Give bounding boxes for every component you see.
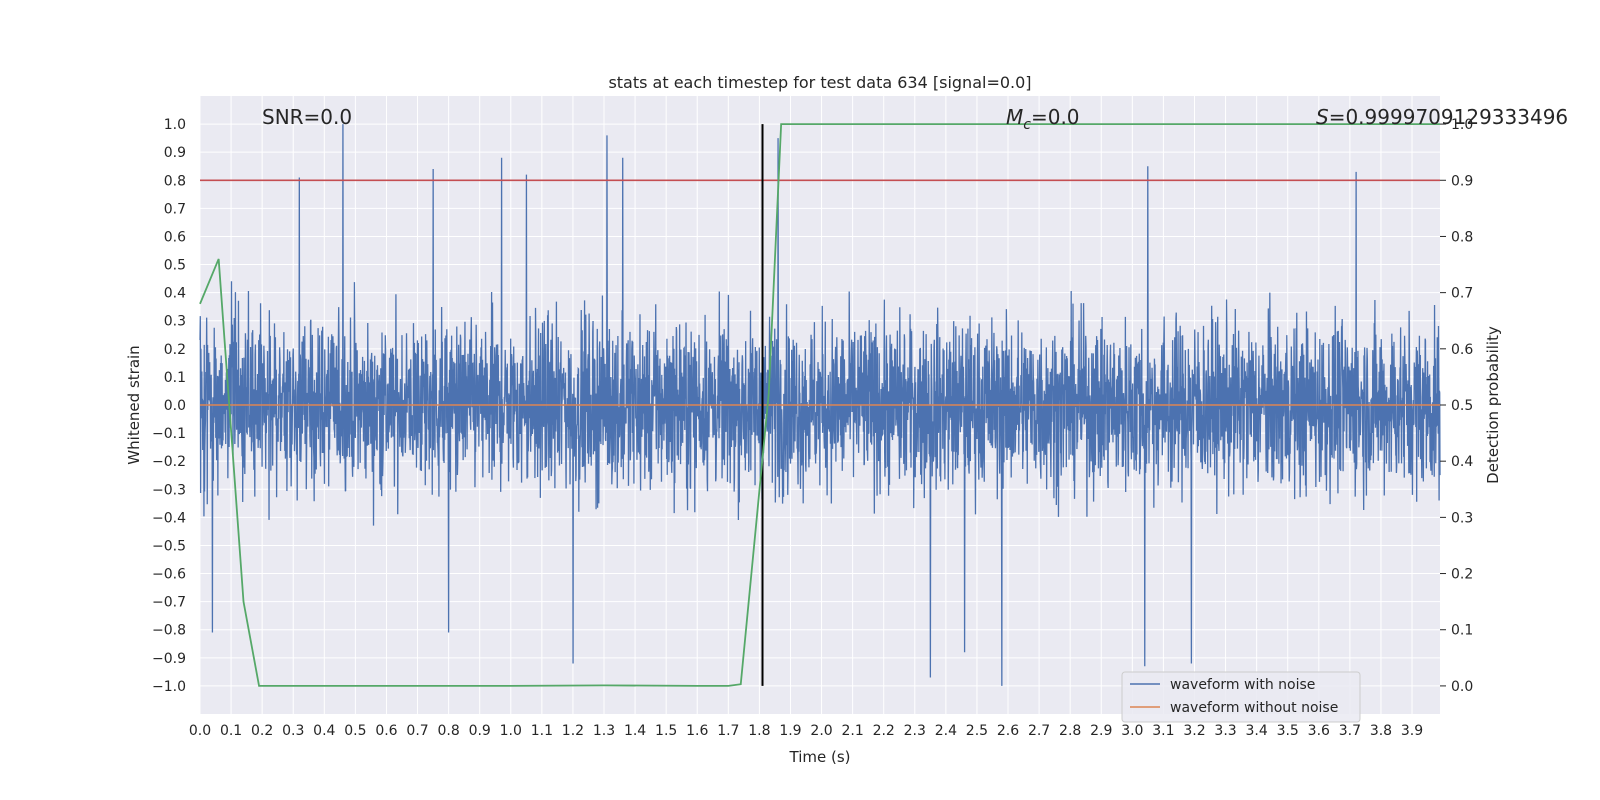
legend-box xyxy=(1121,671,1361,723)
x-tick-label: 2.8 xyxy=(1059,723,1081,739)
x-tick-label: 0.6 xyxy=(375,723,397,739)
y-tick-label: −0.5 xyxy=(152,538,186,554)
right-axis-ticks: 1.0 0.9 0.8 0.7 0.6 0.5 0.4 0.3 0.2 0.1 0.0 xyxy=(1440,117,1473,695)
right-tick-label: 0.6 xyxy=(1451,342,1473,358)
legend-label-clean: waveform without noise xyxy=(1170,700,1338,716)
right-tick-label: 0.2 xyxy=(1451,567,1473,583)
right-axis-label: Detection probability xyxy=(1484,326,1502,484)
x-tick-label: 1.8 xyxy=(748,723,770,739)
y-tick-label: −1.0 xyxy=(152,679,186,695)
right-tick-label: 0.4 xyxy=(1451,454,1473,470)
x-tick-label: 3.8 xyxy=(1370,723,1392,739)
mc-subscript: c xyxy=(1023,117,1031,133)
waveform-with-noise-line xyxy=(199,124,1441,686)
x-tick-label: 2.3 xyxy=(904,723,926,739)
chart-title: stats at each timestep for test data 634… xyxy=(608,73,1031,92)
detection-probability-series xyxy=(199,123,1440,687)
y-tick-label: −0.9 xyxy=(152,651,186,667)
x-axis-label: Time (s) xyxy=(789,748,851,766)
x-tick-label: 1.6 xyxy=(686,723,708,739)
x-tick-label: 1.2 xyxy=(562,723,584,739)
right-tick-label: 0.3 xyxy=(1451,510,1473,526)
mc-symbol: M xyxy=(1006,105,1023,129)
x-tick-label: 0.4 xyxy=(313,723,335,739)
y-axis-ticks: 1.0 0.9 0.8 0.7 0.6 0.5 0.4 0.3 0.2 0.1 0.0 −0.1 −0.… xyxy=(152,117,186,695)
y-tick-label: 0.0 xyxy=(164,398,186,414)
x-tick-label: 0.3 xyxy=(282,723,304,739)
right-tick-label: 0.1 xyxy=(1451,623,1473,639)
y-tick-label: 0.8 xyxy=(164,173,186,189)
x-tick-label: 1.3 xyxy=(593,723,615,739)
x-tick-label: 3.3 xyxy=(1214,723,1236,739)
y-axis-label: Whitened strain xyxy=(125,345,143,464)
right-tick-label: 0.5 xyxy=(1451,398,1473,414)
x-tick-label: 1.0 xyxy=(500,723,522,739)
x-tick-label: 1.7 xyxy=(717,723,739,739)
y-tick-label: 0.7 xyxy=(164,201,186,217)
y-tick-label: 0.2 xyxy=(164,342,186,358)
right-tick-label: 0.8 xyxy=(1451,229,1473,245)
snr-annotation: SNR=0.0 xyxy=(262,105,352,129)
legend: waveform with noise waveform without noi… xyxy=(1121,671,1361,723)
s-value: =0.9999709129333496 xyxy=(1329,105,1568,129)
x-tick-label: 1.5 xyxy=(655,723,677,739)
s-symbol: S xyxy=(1316,105,1329,129)
right-tick-label: 0.0 xyxy=(1451,679,1473,695)
y-tick-label: 0.4 xyxy=(164,286,186,302)
right-tick-label: 0.9 xyxy=(1451,173,1473,189)
y-tick-label: −0.6 xyxy=(152,567,186,583)
y-tick-label: 1.0 xyxy=(164,117,186,133)
x-tick-label: 0.2 xyxy=(251,723,273,739)
x-tick-label: 2.0 xyxy=(810,723,832,739)
y-tick-label: −0.7 xyxy=(152,595,186,611)
y-tick-label: −0.4 xyxy=(152,510,186,526)
y-tick-label: 0.9 xyxy=(164,145,186,161)
x-tick-label: 0.9 xyxy=(469,723,491,739)
chirp-mass-annotation: Mc=0.0 xyxy=(1006,105,1080,133)
x-tick-label: 0.0 xyxy=(189,723,211,739)
detection-probability-line xyxy=(199,123,1440,687)
reference-lines xyxy=(200,124,1440,686)
x-tick-label: 3.2 xyxy=(1183,723,1205,739)
x-tick-label: 2.1 xyxy=(841,723,863,739)
x-tick-label: 3.6 xyxy=(1308,723,1330,739)
x-tick-label: 3.1 xyxy=(1152,723,1174,739)
y-tick-label: −0.8 xyxy=(152,623,186,639)
x-tick-label: 2.6 xyxy=(997,723,1019,739)
x-axis-ticks: 0.0 0.1 0.2 0.3 0.4 0.5 0.6 0.7 0.8 0.9 1.0 1.1 1.2 1… xyxy=(189,723,1423,739)
x-tick-label: 0.7 xyxy=(406,723,428,739)
x-tick-label: 0.8 xyxy=(437,723,459,739)
x-tick-label: 3.7 xyxy=(1339,723,1361,739)
y-tick-label: 0.1 xyxy=(164,370,186,386)
x-tick-label: 2.4 xyxy=(935,723,957,739)
x-tick-label: 3.5 xyxy=(1277,723,1299,739)
x-tick-label: 0.1 xyxy=(220,723,242,739)
score-annotation: S=0.9999709129333496 xyxy=(1316,105,1568,129)
right-tick-label: 0.7 xyxy=(1451,286,1473,302)
right-tick-label: 1.0 xyxy=(1451,117,1473,133)
x-tick-label: 3.9 xyxy=(1401,723,1423,739)
x-tick-label: 1.9 xyxy=(779,723,801,739)
y-tick-label: 0.3 xyxy=(164,314,186,330)
x-tick-label: 2.7 xyxy=(1028,723,1050,739)
y-tick-label: −0.1 xyxy=(152,426,186,442)
x-tick-label: 2.2 xyxy=(873,723,895,739)
x-tick-label: 3.4 xyxy=(1246,723,1268,739)
x-tick-label: 1.4 xyxy=(624,723,646,739)
y-tick-label: 0.6 xyxy=(164,229,186,245)
y-tick-label: 0.5 xyxy=(164,258,186,274)
x-tick-label: 2.5 xyxy=(966,723,988,739)
x-tick-label: 3.0 xyxy=(1121,723,1143,739)
waveform-with-noise-series xyxy=(199,124,1441,686)
legend-label-noise: waveform with noise xyxy=(1170,677,1315,693)
x-tick-label: 0.5 xyxy=(344,723,366,739)
x-tick-label: 2.9 xyxy=(1090,723,1112,739)
y-tick-label: −0.3 xyxy=(152,482,186,498)
mc-value: =0.0 xyxy=(1031,105,1080,129)
y-tick-label: −0.2 xyxy=(152,454,186,470)
x-tick-label: 1.1 xyxy=(531,723,553,739)
